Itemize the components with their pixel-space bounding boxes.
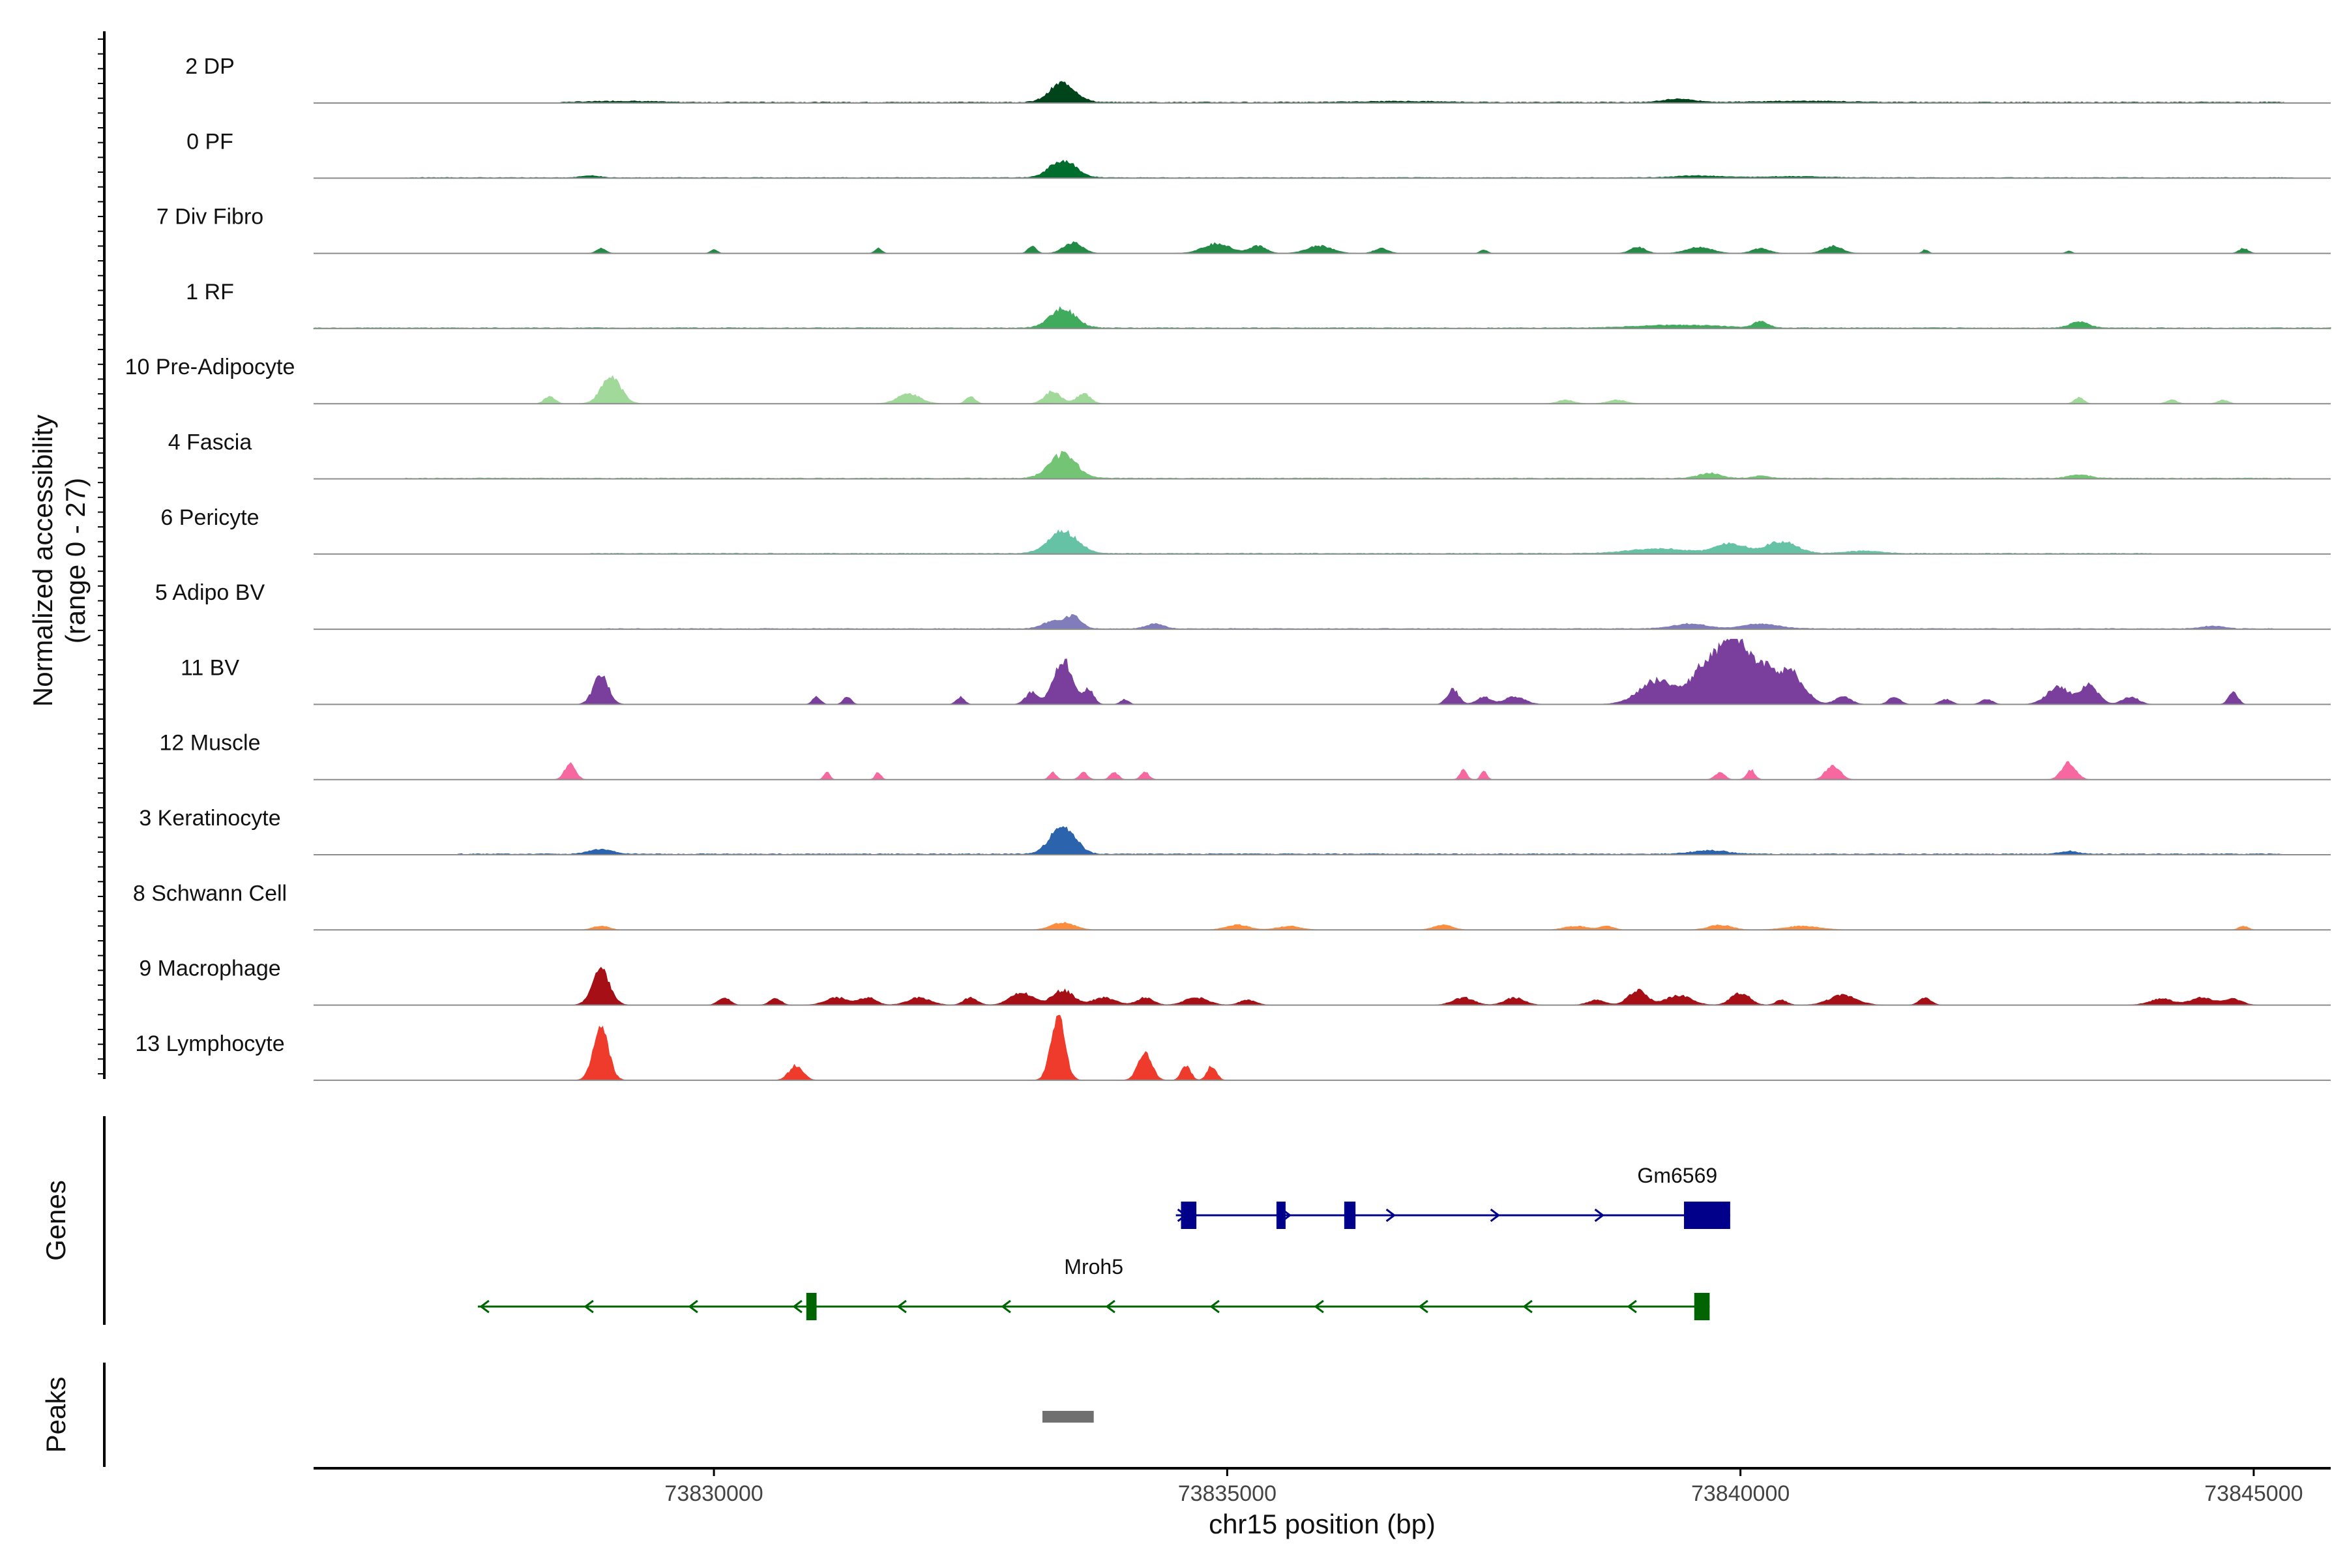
gene-label: Gm6569 xyxy=(1637,1164,1717,1187)
track-label: 3 Keratinocyte xyxy=(139,806,280,831)
strand-arrow-icon xyxy=(1314,1299,1324,1314)
genes-title: Genes xyxy=(40,1180,71,1261)
strand-arrow-icon xyxy=(1522,1299,1533,1314)
track-label: 11 BV xyxy=(181,655,239,680)
coverage-area xyxy=(314,921,2331,930)
coverage-area xyxy=(314,375,2331,404)
strand-arrow-icon xyxy=(1385,1208,1396,1222)
exon-box xyxy=(1276,1202,1286,1229)
strand-arrow-icon xyxy=(792,1299,803,1314)
track-label: 0 PF xyxy=(186,129,233,154)
strand-arrow-icon xyxy=(688,1299,698,1314)
exon-box xyxy=(806,1293,817,1320)
coverage-area xyxy=(313,306,2331,329)
coverage-area xyxy=(314,1014,2331,1081)
strand-arrow-icon xyxy=(1105,1299,1115,1314)
coverage-area xyxy=(314,638,2331,705)
track-label: 5 Adipo BV xyxy=(155,580,265,605)
coverage-area xyxy=(314,966,2331,1006)
coverage-area xyxy=(314,81,2331,104)
exon-box xyxy=(1344,1202,1356,1229)
track-label: 6 Pericyte xyxy=(160,505,259,530)
strand-arrow-icon xyxy=(1418,1299,1428,1314)
exon-box xyxy=(1694,1293,1710,1320)
strand-arrow-icon xyxy=(1490,1208,1501,1222)
coverage-area xyxy=(314,826,2331,855)
track-label: 13 Lymphocyte xyxy=(135,1031,284,1056)
gene-label: Mroh5 xyxy=(1064,1255,1123,1279)
coverage-area xyxy=(314,451,2331,479)
strand-arrow-icon xyxy=(896,1299,907,1314)
coverage-area xyxy=(314,160,2331,179)
track-label: 10 Pre-Adipocyte xyxy=(125,355,295,379)
y-axis-subtitle: (range 0 - 27) xyxy=(60,478,91,643)
strand-arrow-icon xyxy=(1627,1299,1637,1314)
peaks-title: Peaks xyxy=(40,1377,71,1453)
strand-arrow-icon xyxy=(1209,1299,1220,1314)
track-label: 12 Muscle xyxy=(160,731,261,756)
track-label: 2 DP xyxy=(185,54,235,79)
track-label: 8 Schwann Cell xyxy=(133,881,287,906)
coverage-area xyxy=(314,761,2331,780)
track-label: 1 RF xyxy=(186,280,234,304)
y-axis-title: Normalized accessibility xyxy=(27,415,58,707)
strand-arrow-icon xyxy=(479,1299,490,1314)
coverage-area xyxy=(314,614,2331,630)
exon-box xyxy=(1684,1202,1730,1229)
track-label: 4 Fascia xyxy=(168,430,252,455)
x-axis-title: chr15 position (bp) xyxy=(1209,1509,1436,1539)
coverage-area xyxy=(314,241,2331,254)
track-label: 7 Div Fibro xyxy=(156,205,263,229)
exon-box xyxy=(1181,1202,1197,1229)
strand-arrow-icon xyxy=(583,1299,594,1314)
x-tick-label: 73830000 xyxy=(664,1481,763,1506)
track-label: 9 Macrophage xyxy=(139,956,280,981)
x-tick-label: 73835000 xyxy=(1178,1481,1277,1506)
coverage-area xyxy=(314,529,2331,555)
x-tick-label: 73845000 xyxy=(2204,1481,2303,1506)
peak-region xyxy=(1042,1411,1094,1423)
x-tick-label: 73840000 xyxy=(1691,1481,1790,1506)
strand-arrow-icon xyxy=(1594,1208,1605,1222)
strand-arrow-icon xyxy=(1001,1299,1011,1314)
